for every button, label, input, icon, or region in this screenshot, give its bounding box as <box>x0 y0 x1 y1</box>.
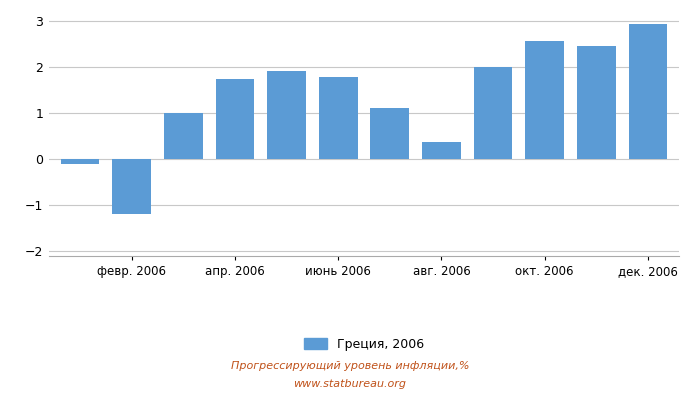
Bar <box>61 159 99 164</box>
Text: www.statbureau.org: www.statbureau.org <box>293 379 407 389</box>
Bar <box>216 79 254 159</box>
Bar <box>629 24 667 159</box>
Bar <box>474 67 512 159</box>
Bar <box>526 41 564 159</box>
Bar <box>577 46 616 159</box>
Legend: Греция, 2006: Греция, 2006 <box>304 338 424 350</box>
Bar <box>318 77 358 159</box>
Bar <box>422 142 461 159</box>
Bar <box>370 108 410 159</box>
Text: Прогрессирующий уровень инфляции,%: Прогрессирующий уровень инфляции,% <box>231 361 469 371</box>
Bar <box>164 113 202 159</box>
Bar <box>267 71 306 159</box>
Bar <box>112 159 151 214</box>
